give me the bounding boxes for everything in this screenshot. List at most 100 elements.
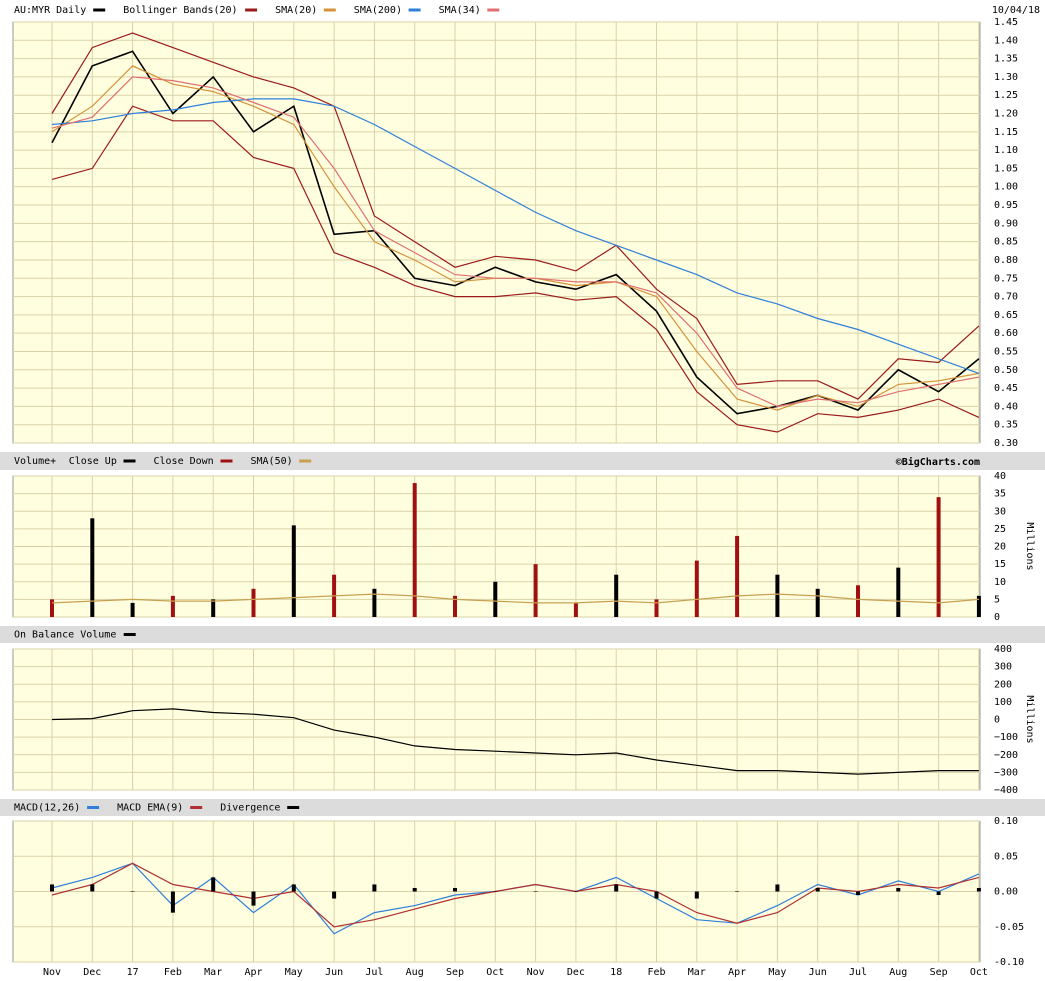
legend-label: SMA(50) — [251, 456, 293, 467]
x-tick-label: May — [768, 967, 786, 978]
y-tick-label: 40 — [994, 471, 1006, 482]
x-tick-label: Oct — [486, 967, 504, 978]
bar — [291, 884, 296, 892]
y-tick-label: 10 — [994, 577, 1006, 588]
y-axis-label: Millions — [1024, 522, 1035, 570]
x-tick-label: 18 — [610, 967, 622, 978]
series-line — [51, 76, 980, 408]
y-tick-label: 20 — [994, 542, 1006, 553]
bar — [170, 891, 175, 913]
bar — [533, 564, 538, 617]
y-tick-label: 1.00 — [994, 182, 1018, 193]
legend-band — [0, 452, 1045, 470]
bar — [50, 884, 54, 892]
bar — [936, 497, 941, 617]
bar — [976, 887, 981, 892]
y-tick-label: 100 — [994, 697, 1012, 708]
y-tick-label: 400 — [994, 644, 1012, 655]
bar — [251, 891, 256, 906]
y-tick-label: -0.10 — [994, 957, 1024, 968]
x-tick-label: Mar — [688, 967, 706, 978]
y-tick-label: 0.80 — [994, 255, 1018, 266]
bar — [372, 588, 377, 617]
y-tick-label: 0.45 — [994, 383, 1018, 394]
bar — [936, 891, 941, 896]
y-tick-label: 0 — [994, 715, 1000, 726]
y-tick-label: 1.30 — [994, 72, 1018, 83]
bar — [291, 525, 296, 617]
legend-label: Close Down — [154, 456, 214, 467]
y-tick-label: −200 — [994, 750, 1018, 761]
y-tick-label: 30 — [994, 506, 1006, 517]
y-tick-label: 0.65 — [994, 310, 1018, 321]
y-tick-label: 0 — [994, 612, 1000, 623]
y-tick-label: 1.25 — [994, 90, 1018, 101]
bar — [170, 595, 175, 617]
legend-label: Close Up — [69, 456, 117, 467]
bar — [332, 891, 337, 899]
bar — [896, 887, 901, 892]
series-line — [51, 708, 979, 775]
bar — [775, 574, 780, 617]
bar — [211, 599, 216, 617]
bar — [50, 599, 54, 617]
x-tick-label: Jun — [809, 967, 827, 978]
y-tick-label: -0.05 — [994, 922, 1024, 933]
bar — [533, 891, 538, 892]
x-tick-label: Nov — [527, 967, 545, 978]
y-tick-label: −100 — [994, 732, 1018, 743]
y-tick-label: 0.05 — [994, 851, 1018, 862]
bar — [735, 891, 740, 892]
legend-label: SMA(34) — [439, 5, 481, 16]
x-tick-label: Jun — [325, 967, 343, 978]
y-tick-label: 300 — [994, 662, 1012, 673]
chart-date: 10/04/18 — [992, 5, 1040, 16]
legend-label: Divergence — [220, 803, 280, 814]
bar — [815, 588, 820, 617]
legend-label: SMA(20) — [275, 5, 317, 16]
y-tick-label: 0.10 — [994, 816, 1018, 827]
y-tick-label: 35 — [994, 489, 1006, 500]
bar — [694, 560, 699, 617]
bar — [412, 483, 417, 617]
x-tick-label: Sep — [930, 967, 948, 978]
y-axis-label: Millions — [1024, 695, 1035, 743]
y-tick-label: 0.90 — [994, 218, 1018, 229]
credit: ©BigCharts.com — [896, 456, 980, 468]
x-tick-label: Dec — [567, 967, 585, 978]
bar — [453, 595, 457, 617]
y-tick-label: 0.75 — [994, 273, 1018, 284]
bar — [493, 581, 498, 617]
bar — [251, 588, 256, 617]
bar — [211, 877, 216, 892]
band-upper — [51, 32, 980, 400]
y-tick-label: 0.60 — [994, 328, 1018, 339]
legend-label: MACD EMA(9) — [117, 803, 183, 814]
bar — [775, 884, 780, 892]
bar — [735, 535, 740, 617]
bar — [412, 887, 417, 892]
y-tick-label: 0.00 — [994, 887, 1018, 898]
bar — [815, 887, 820, 892]
x-tick-label: Aug — [889, 967, 907, 978]
series-line — [51, 862, 980, 928]
x-tick-label: Feb — [647, 967, 665, 978]
y-tick-label: 0.35 — [994, 420, 1018, 431]
y-tick-label: 15 — [994, 559, 1006, 570]
x-tick-label: Aug — [406, 967, 424, 978]
y-tick-label: 1.20 — [994, 109, 1018, 120]
bar — [90, 884, 95, 892]
series-line — [51, 98, 980, 374]
bar — [976, 595, 981, 617]
y-tick-label: 200 — [994, 679, 1012, 690]
y-tick-label: 25 — [994, 524, 1006, 535]
y-tick-label: 1.45 — [994, 17, 1018, 28]
y-tick-label: 0.85 — [994, 237, 1018, 248]
bar — [453, 887, 457, 892]
bar — [614, 574, 619, 617]
legend-label: AU:MYR Daily — [14, 5, 86, 16]
legend-band — [0, 799, 1045, 816]
x-tick-label: Nov — [43, 967, 61, 978]
panel-title: Volume+ — [14, 456, 56, 467]
